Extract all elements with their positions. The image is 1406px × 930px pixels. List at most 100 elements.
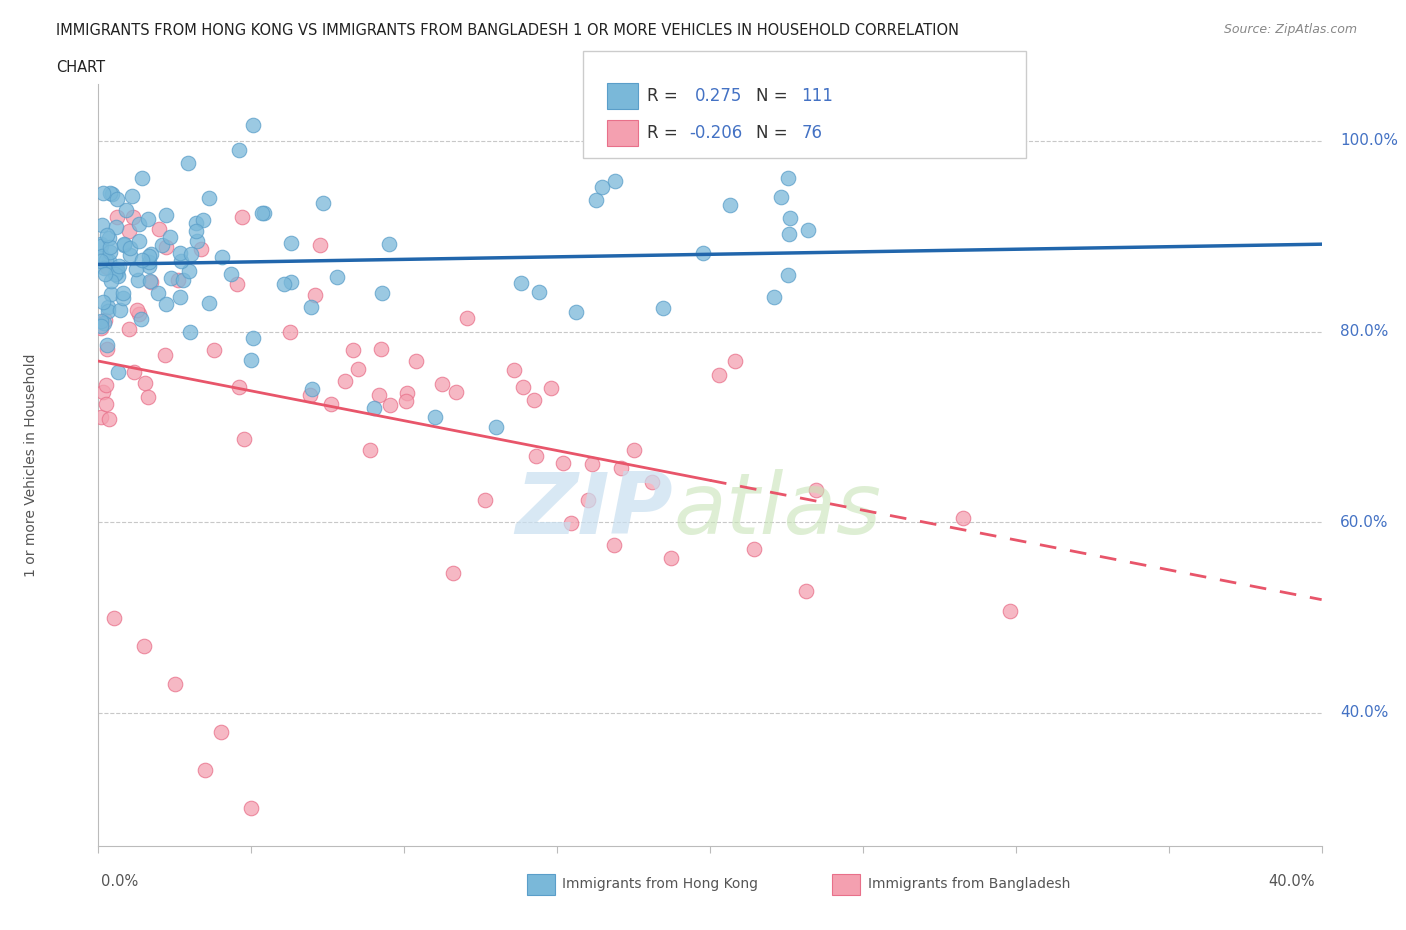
Text: R =: R = [647, 124, 683, 142]
Point [191, 213, 214, 228]
Point [778, 227, 800, 242]
Text: CHART: CHART [56, 60, 105, 75]
Point [576, 493, 599, 508]
Point [94, 312, 117, 327]
Text: 111: 111 [801, 86, 834, 105]
Point [90, 320, 112, 335]
Point [184, 216, 207, 231]
Point [111, 291, 134, 306]
Point [118, 322, 141, 337]
Point [253, 206, 276, 220]
Point [125, 302, 148, 317]
Point [602, 538, 624, 552]
Point [120, 241, 142, 256]
Point [659, 551, 682, 565]
Text: Immigrants from Bangladesh: Immigrants from Bangladesh [868, 877, 1070, 892]
Point [527, 285, 550, 299]
Text: Source: ZipAtlas.com: Source: ZipAtlas.com [1223, 23, 1357, 36]
Point [180, 246, 202, 261]
Point [127, 272, 149, 287]
Text: 1 or more Vehicles in Household: 1 or more Vehicles in Household [24, 353, 38, 577]
Point [139, 274, 162, 289]
Point [444, 384, 467, 399]
Point [98, 411, 121, 426]
Point [94, 396, 117, 411]
Point [371, 286, 394, 300]
Point [94, 266, 117, 281]
Point [131, 170, 153, 185]
Point [90, 409, 112, 424]
Point [512, 379, 534, 394]
Point [540, 380, 562, 395]
Point [169, 289, 191, 304]
Point [96, 378, 118, 392]
Point [609, 461, 631, 476]
Point [219, 267, 242, 282]
Point [139, 247, 162, 262]
Point [240, 801, 263, 816]
Point [97, 299, 120, 314]
Point [186, 224, 208, 239]
Point [280, 274, 302, 289]
Point [744, 541, 766, 556]
Point [228, 379, 250, 394]
Point [405, 353, 427, 368]
Point [565, 305, 588, 320]
Point [91, 295, 114, 310]
Text: 40.0%: 40.0% [1340, 705, 1388, 721]
Point [250, 206, 273, 220]
Point [794, 584, 817, 599]
Point [134, 376, 156, 391]
Point [96, 260, 118, 275]
Point [333, 374, 356, 389]
Point [370, 341, 392, 356]
Point [96, 227, 118, 242]
Point [363, 401, 385, 416]
Point [395, 385, 418, 400]
Point [430, 377, 453, 392]
Point [299, 299, 322, 314]
Point [91, 186, 114, 201]
Point [91, 384, 114, 399]
Point [509, 275, 531, 290]
Point [560, 516, 582, 531]
Point [198, 295, 221, 310]
Point [134, 639, 156, 654]
Point [769, 190, 792, 205]
Point [148, 286, 170, 300]
Point [441, 565, 464, 580]
Point [280, 235, 302, 250]
Point [804, 482, 827, 497]
Point [90, 218, 112, 232]
Point [118, 248, 141, 263]
Point [378, 398, 401, 413]
Point [163, 677, 186, 692]
Point [209, 724, 232, 739]
Text: N =: N = [756, 124, 793, 142]
Point [100, 273, 122, 288]
Point [100, 239, 122, 254]
Point [423, 410, 446, 425]
Point [1000, 604, 1022, 618]
Point [179, 264, 201, 279]
Point [709, 368, 731, 383]
Point [605, 173, 627, 188]
Point [225, 276, 247, 291]
Text: IMMIGRANTS FROM HONG KONG VS IMMIGRANTS FROM BANGLADESH 1 OR MORE VEHICLES IN HO: IMMIGRANTS FROM HONG KONG VS IMMIGRANTS … [56, 23, 959, 38]
Point [172, 272, 194, 287]
Point [776, 268, 799, 283]
Point [155, 207, 177, 222]
Point [456, 311, 478, 325]
Text: N =: N = [756, 86, 793, 105]
Point [131, 312, 153, 326]
Point [231, 210, 253, 225]
Point [326, 270, 349, 285]
Point [312, 195, 335, 210]
Point [150, 238, 173, 253]
Point [111, 286, 134, 300]
Point [176, 156, 198, 171]
Point [485, 419, 508, 434]
Point [160, 271, 183, 286]
Point [107, 261, 129, 276]
Point [186, 234, 208, 249]
